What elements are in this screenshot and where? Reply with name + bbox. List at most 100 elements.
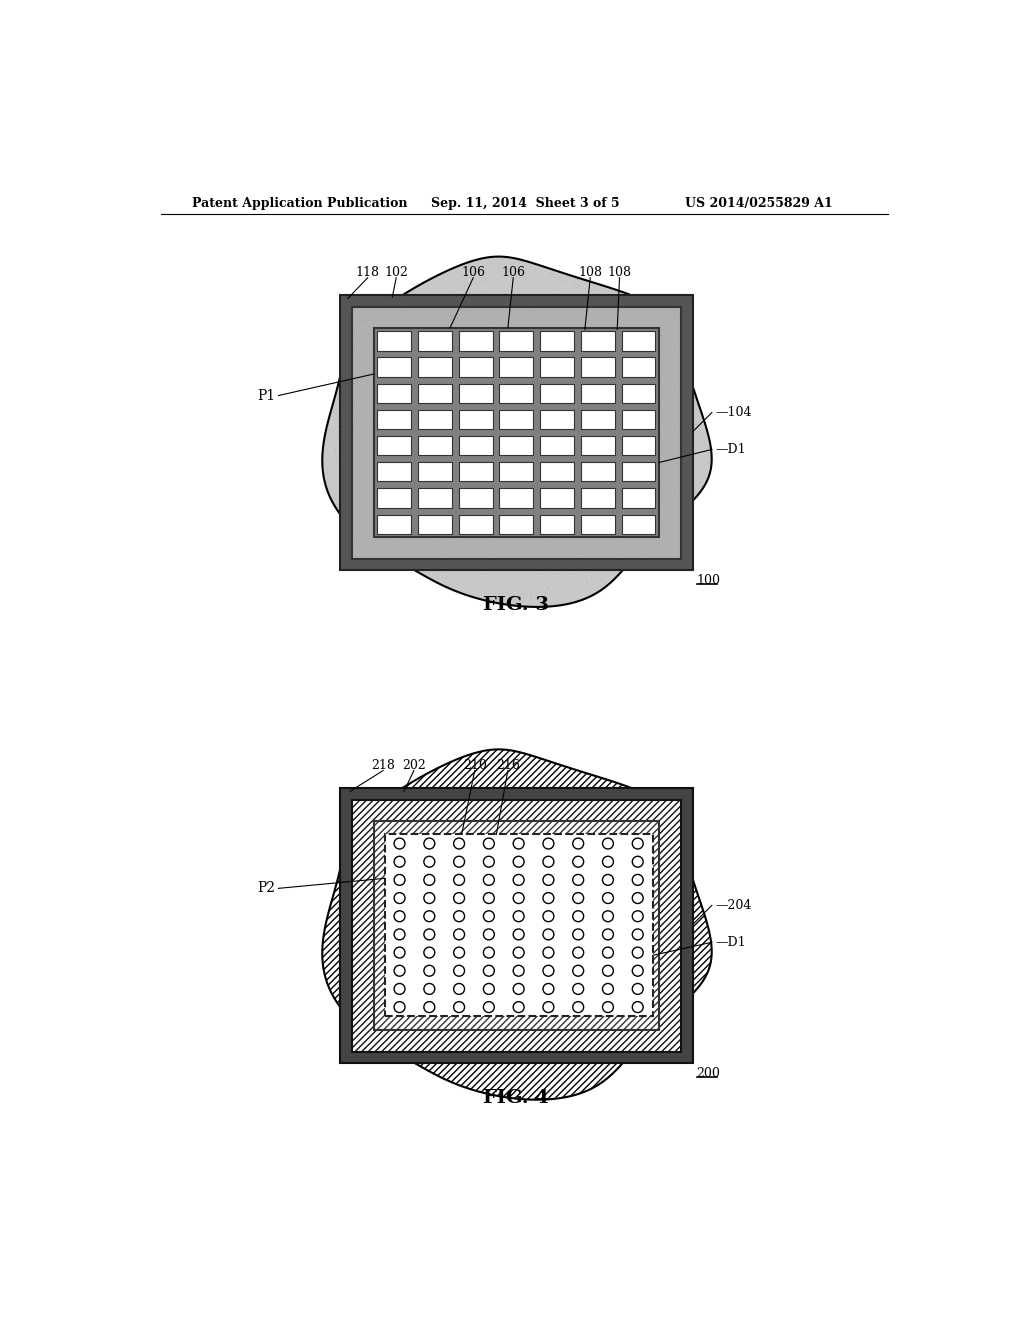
Point [329,405,345,426]
Bar [500,384,534,403]
Circle shape [632,929,643,940]
Point [662,306,678,327]
Point [468,576,484,597]
Circle shape [483,983,495,994]
Point [518,577,535,598]
Point [574,543,591,564]
Circle shape [632,1002,643,1012]
Circle shape [602,911,613,921]
Point [482,531,499,552]
Bar [340,788,692,1063]
Point [632,545,648,566]
Point [565,269,582,290]
Point [511,260,527,281]
Bar [540,436,573,455]
Point [359,449,376,470]
Bar [459,409,493,429]
Text: —D1: —D1 [716,936,746,949]
Point [345,396,361,417]
Point [524,540,541,561]
Point [495,574,511,595]
Circle shape [572,948,584,958]
Point [479,261,496,282]
Point [492,543,508,564]
Point [362,302,379,323]
Bar [540,409,573,429]
Point [587,276,603,297]
Point [523,261,540,282]
Point [594,560,610,581]
Point [421,314,437,335]
Point [331,417,347,438]
Point [476,268,493,289]
Point [655,348,672,370]
Point [666,337,682,358]
Point [456,275,472,296]
Bar [459,358,493,376]
Text: 102: 102 [384,265,409,279]
Bar [581,331,614,351]
Point [357,337,374,358]
Point [615,537,632,558]
Point [500,260,516,281]
Circle shape [483,857,495,867]
Bar [378,409,411,429]
Point [663,378,679,399]
Bar [378,436,411,455]
Circle shape [454,874,465,886]
Circle shape [513,857,524,867]
Point [531,536,548,557]
Bar [418,409,452,429]
Circle shape [632,983,643,994]
Point [654,539,671,560]
Point [657,387,674,408]
Point [479,280,496,301]
Point [556,577,572,598]
Circle shape [543,983,554,994]
Bar [340,788,692,1063]
Point [362,338,379,359]
Point [662,392,678,413]
Point [505,585,521,606]
Circle shape [602,874,613,886]
Point [510,259,526,280]
Point [493,568,509,589]
Point [655,363,672,384]
Point [673,430,689,451]
Point [470,261,486,282]
Point [523,585,540,606]
Point [537,275,553,296]
Point [611,544,628,565]
Circle shape [394,983,406,994]
Point [329,428,345,449]
Point [650,329,667,350]
Bar [351,308,681,558]
Point [526,260,543,281]
Point [396,297,413,318]
Point [685,458,701,479]
Point [352,449,369,470]
Point [572,308,589,329]
Point [529,564,546,585]
Point [366,391,382,412]
Point [332,417,348,438]
Point [553,302,569,323]
Point [480,545,497,566]
Point [670,546,686,568]
Point [404,539,421,560]
Point [575,540,592,561]
Circle shape [543,929,554,940]
Point [632,528,648,549]
Bar [374,821,658,1030]
Text: 108: 108 [607,265,632,279]
Point [397,546,414,568]
Point [662,532,678,553]
Circle shape [632,838,643,849]
Text: 218: 218 [371,759,395,772]
Point [352,310,369,331]
Point [411,315,427,337]
Point [542,263,558,284]
Point [538,535,554,556]
Circle shape [394,838,406,849]
Point [500,528,516,549]
